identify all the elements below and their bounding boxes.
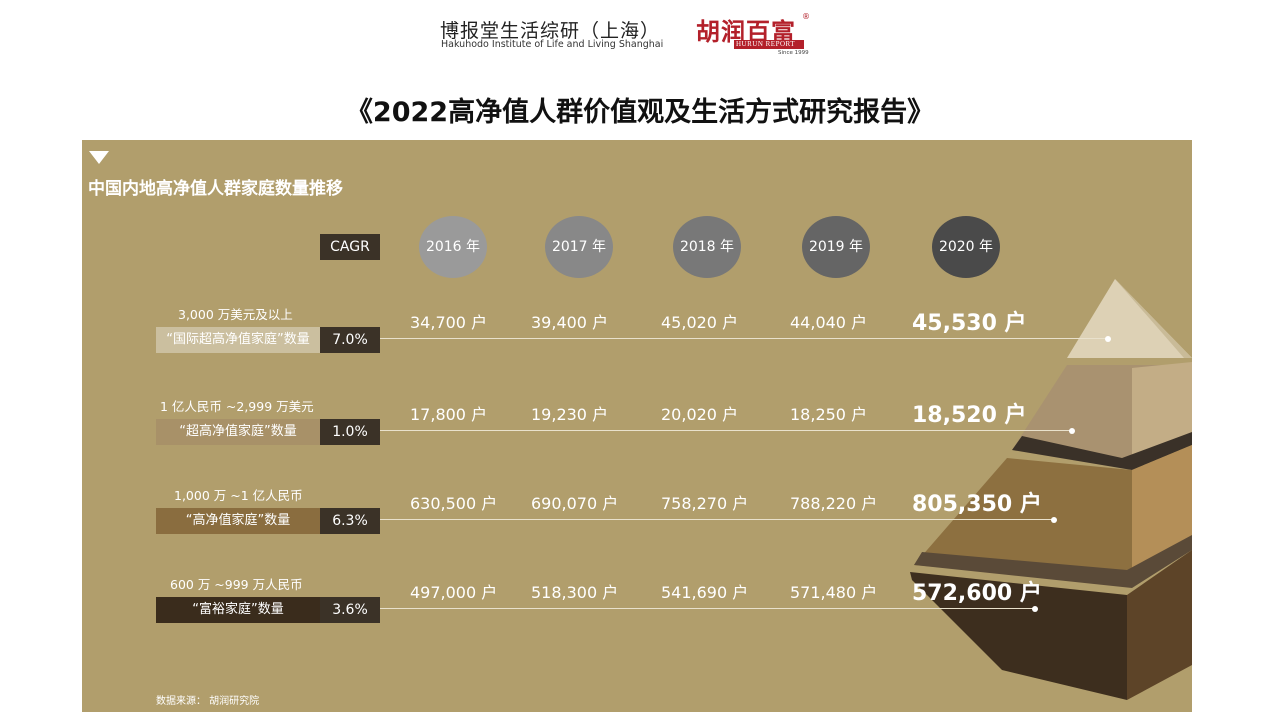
cell-value: 20,020 户 [661, 405, 739, 424]
cell-value: 18,520 户 [912, 403, 1027, 428]
chart-title: 中国内地高净值人群家庭数量推移 [88, 179, 343, 199]
year-header-3: 2019 年 [802, 216, 870, 278]
pyramid-tier-3 [914, 445, 1192, 585]
cell-value: 17,800 户 [410, 405, 488, 424]
pyramid-band-1 [1012, 432, 1192, 470]
row-range-label: 1,000 万 ~1 亿人民币 [174, 488, 303, 503]
cell-value: 497,000 户 [410, 583, 498, 602]
row-range-label: 1 亿人民币 ~2,999 万美元 [160, 399, 314, 414]
row-cagr-value: 7.0% [320, 327, 380, 353]
row-leader-line [380, 608, 1035, 609]
row-cagr-value: 3.6% [320, 597, 380, 623]
row-range-label: 3,000 万美元及以上 [178, 307, 293, 322]
cell-value: 630,500 户 [410, 494, 498, 513]
hurun-logo-bar [734, 40, 804, 49]
cell-value: 45,530 户 [912, 311, 1027, 336]
cell-value: 571,480 户 [790, 583, 878, 602]
year-header-2: 2018 年 [673, 216, 741, 278]
cell-value: 19,230 户 [531, 405, 609, 424]
row-leader-dot [1032, 605, 1038, 612]
cell-value: 788,220 户 [790, 494, 878, 513]
cell-value: 44,040 户 [790, 313, 868, 332]
row-range-label: 600 万 ~999 万人民币 [170, 577, 303, 592]
cagr-header: CAGR [320, 234, 380, 260]
pyramid-band-2 [914, 535, 1192, 588]
hakuhodo-name-cn: 博报堂生活综研（上海） [440, 20, 661, 42]
row-category-label: “高净值家庭”数量 [156, 508, 320, 534]
registered-mark: ® [802, 12, 810, 21]
cell-value: 34,700 户 [410, 313, 488, 332]
year-header-4: 2020 年 [932, 216, 1000, 278]
row-category-label: “国际超高净值家庭”数量 [156, 327, 320, 353]
pyramid-tier-1 [1067, 279, 1192, 358]
pyramid-tier-1-side [1115, 279, 1192, 358]
row-leader-dot [1105, 335, 1111, 342]
pyramid-tier-4 [910, 572, 1127, 700]
cell-value: 541,690 户 [661, 583, 749, 602]
row-cagr-value: 1.0% [320, 419, 380, 445]
hakuhodo-name-en: Hakuhodo Institute of Life and Living Sh… [441, 39, 664, 50]
cell-value: 518,300 户 [531, 583, 619, 602]
cell-value: 690,070 户 [531, 494, 619, 513]
cell-value: 758,270 户 [661, 494, 749, 513]
report-title: 《2022高净值人群价值观及生活方式研究报告》 [345, 97, 935, 128]
row-category-label: “富裕家庭”数量 [156, 597, 320, 623]
hurun-logo-since: Since 1999 [778, 50, 809, 56]
hurun-report-logo: 胡润百富 ® HURUN REPORT Since 1999 [696, 12, 810, 56]
cell-value: 45,020 户 [661, 313, 739, 332]
cell-value: 18,250 户 [790, 405, 868, 424]
year-header-0: 2016 年 [419, 216, 487, 278]
pyramid-tier-4-right [1127, 550, 1192, 700]
cell-value: 805,350 户 [912, 492, 1042, 517]
hurun-logo-en: HURUN REPORT [736, 40, 796, 48]
chart-panel: 中国内地高净值人群家庭数量推移 CAGR 2016 年 2017 年 2018 年 2… [82, 140, 1192, 712]
row-cagr-value: 6.3% [320, 508, 380, 534]
cell-value: 39,400 户 [531, 313, 609, 332]
row-leader-line [380, 519, 1054, 520]
cell-value: 572,600 户 [912, 581, 1042, 606]
row-leader-line [380, 430, 1072, 431]
triangle-marker-icon [89, 151, 109, 164]
row-leader-dot [1051, 516, 1057, 523]
row-leader-dot [1069, 427, 1075, 434]
row-category-label: “超高净值家庭”数量 [156, 419, 320, 445]
row-leader-line [380, 338, 1108, 339]
year-header-1: 2017 年 [545, 216, 613, 278]
source-note: 数据来源： 胡润研究院 [156, 696, 260, 707]
